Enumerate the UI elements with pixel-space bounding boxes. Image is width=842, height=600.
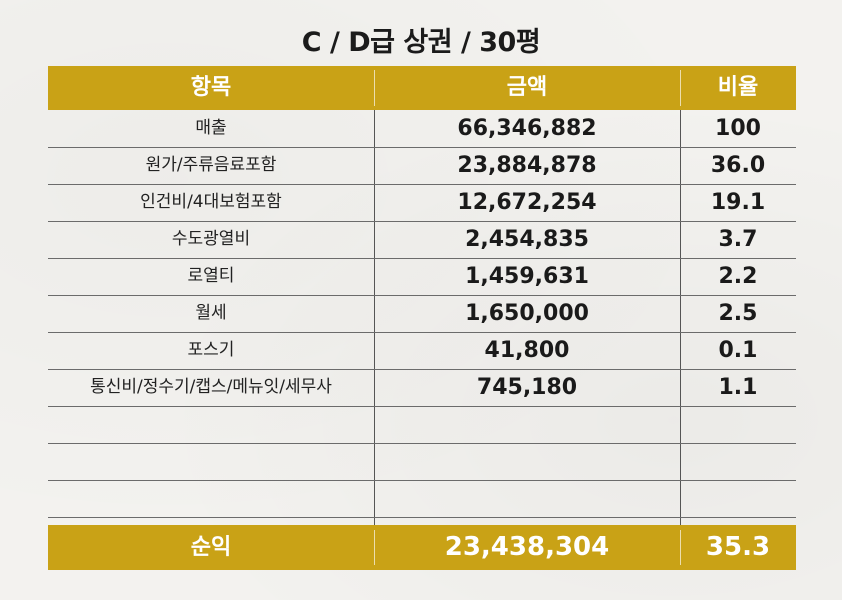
row-ratio: 2.5 <box>718 301 758 326</box>
header-divider <box>374 70 375 106</box>
page-title: C / D급 상권 / 30평 <box>301 27 541 58</box>
header-item: 항목 <box>190 75 232 100</box>
row-item <box>48 480 374 517</box>
footer-amount: 23,438,304 <box>444 532 610 562</box>
row-ratio <box>680 480 796 517</box>
table-row: 매출 66,346,882 100 <box>48 110 796 148</box>
row-ratio <box>680 406 796 443</box>
row-item: 인건비/4대보험포함 <box>140 192 282 212</box>
row-ratio: 19.1 <box>710 190 766 215</box>
table-row: 로열티 1,459,631 2.2 <box>48 258 796 296</box>
row-item: 수도광열비 <box>171 229 251 249</box>
footer-ratio: 35.3 <box>705 532 771 562</box>
column-divider <box>680 110 681 568</box>
row-ratio: 1.1 <box>718 375 758 400</box>
footer-item: 순익 <box>190 535 232 560</box>
row-ratio: 0.1 <box>718 338 758 363</box>
table-footer-net-profit: 순익 23,438,304 35.3 <box>48 525 796 570</box>
header-ratio: 비율 <box>717 75 759 100</box>
row-amount <box>374 406 680 443</box>
table-row: 인건비/4대보험포함 12,672,254 19.1 <box>48 184 796 222</box>
row-ratio: 36.0 <box>710 153 766 178</box>
row-item <box>48 443 374 480</box>
row-ratio: 100 <box>715 116 761 141</box>
row-amount: 23,884,878 <box>457 153 597 178</box>
row-item: 포스기 <box>187 340 235 360</box>
row-amount <box>374 480 680 517</box>
row-amount: 66,346,882 <box>457 116 597 141</box>
table-row: 월세 1,650,000 2.5 <box>48 295 796 333</box>
row-ratio: 2.2 <box>718 264 758 289</box>
table-row-empty <box>48 480 796 518</box>
table-row: 포스기 41,800 0.1 <box>48 332 796 370</box>
table-row: 원가/주류음료포함 23,884,878 36.0 <box>48 147 796 185</box>
header-amount: 금액 <box>506 75 548 100</box>
row-amount: 12,672,254 <box>457 190 597 215</box>
row-item: 월세 <box>195 303 227 323</box>
row-item <box>48 406 374 443</box>
column-divider <box>374 110 375 568</box>
table-row-empty <box>48 443 796 481</box>
footer-divider <box>680 530 681 565</box>
table-header: 항목 금액 비율 <box>48 66 796 110</box>
row-item: 로열티 <box>187 266 235 286</box>
row-item: 통신비/정수기/캡스/메뉴잇/세무사 <box>90 377 332 397</box>
row-item: 매출 <box>195 118 227 138</box>
row-amount: 1,459,631 <box>465 264 589 289</box>
table-row: 통신비/정수기/캡스/메뉴잇/세무사 745,180 1.1 <box>48 369 796 407</box>
header-divider <box>680 70 681 106</box>
table-row-empty <box>48 406 796 444</box>
row-amount: 41,800 <box>484 338 570 363</box>
row-item: 원가/주류음료포함 <box>145 155 277 175</box>
row-amount <box>374 443 680 480</box>
row-amount: 2,454,835 <box>465 227 589 252</box>
table-row: 수도광열비 2,454,835 3.7 <box>48 221 796 259</box>
row-amount: 745,180 <box>476 375 578 400</box>
row-amount: 1,650,000 <box>465 301 589 326</box>
footer-divider <box>374 530 375 565</box>
row-ratio: 3.7 <box>718 227 758 252</box>
row-ratio <box>680 443 796 480</box>
